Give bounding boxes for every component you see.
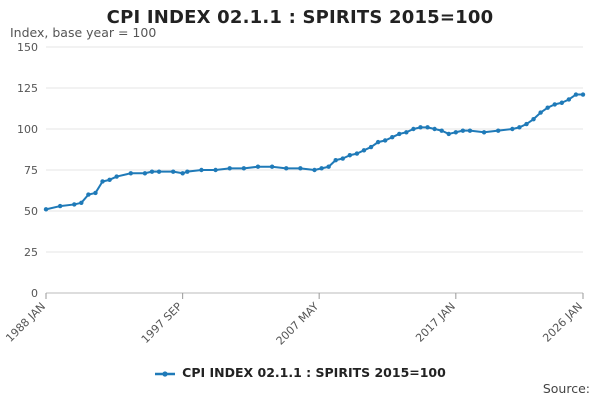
legend-swatch-icon (155, 370, 176, 377)
data-point[interactable] (340, 156, 345, 161)
data-point[interactable] (411, 126, 416, 132)
data-point[interactable] (439, 128, 444, 133)
series-group (43, 92, 586, 212)
data-point[interactable] (319, 166, 324, 171)
data-point[interactable] (312, 167, 317, 173)
y-tick-label: 100 (17, 123, 38, 136)
y-axis-label: Index, base year = 100 (10, 25, 157, 40)
data-point[interactable] (467, 128, 473, 133)
data-point[interactable] (213, 167, 218, 173)
data-point[interactable] (481, 130, 487, 135)
legend-label: CPI INDEX 02.1.1 : SPIRITS 2015=100 (182, 365, 446, 380)
x-axis: 1988 JAN 1997 SEP 2007 MAY 2017 JAN 2026 JAN (3, 293, 585, 348)
data-point[interactable] (453, 130, 459, 135)
data-point[interactable] (496, 128, 501, 133)
data-point[interactable] (241, 166, 247, 171)
data-point[interactable] (404, 130, 409, 135)
data-point[interactable] (142, 171, 148, 176)
y-tick-label: 50 (24, 205, 38, 218)
data-point[interactable] (93, 190, 98, 196)
y-tick-label: 150 (17, 41, 38, 54)
data-point[interactable] (446, 131, 451, 137)
data-point[interactable] (255, 164, 261, 169)
data-point[interactable] (573, 92, 579, 97)
data-point[interactable] (418, 125, 423, 130)
source-label: Source: (542, 381, 590, 396)
data-point[interactable] (397, 131, 402, 137)
data-point[interactable] (149, 169, 155, 174)
data-point[interactable] (79, 200, 84, 205)
data-point[interactable] (333, 157, 338, 163)
data-point[interactable] (368, 144, 374, 150)
data-point[interactable] (170, 169, 176, 174)
data-point[interactable] (524, 121, 529, 127)
data-point[interactable] (100, 179, 105, 184)
y-tick-label: 25 (24, 246, 38, 259)
x-tick-label: 2007 MAY (274, 300, 322, 348)
data-point[interactable] (354, 151, 360, 156)
data-point[interactable] (284, 166, 289, 171)
y-tick-label: 75 (24, 164, 38, 177)
data-point[interactable] (382, 138, 388, 143)
data-point[interactable] (128, 171, 133, 176)
data-point[interactable] (227, 166, 232, 171)
x-tick-label: 2017 JAN (413, 300, 458, 345)
x-tick-label: 1997 SEP (139, 300, 185, 346)
data-point[interactable] (107, 177, 112, 183)
data-point[interactable] (361, 148, 367, 153)
data-point[interactable] (390, 135, 395, 140)
data-point[interactable] (545, 105, 550, 110)
data-point[interactable] (432, 126, 437, 132)
data-point[interactable] (57, 203, 63, 209)
y-tick-label: 125 (17, 82, 38, 95)
data-point[interactable] (517, 125, 522, 130)
y-tick-label: 0 (31, 287, 38, 300)
data-point[interactable] (460, 128, 466, 133)
data-point[interactable] (114, 174, 119, 179)
data-point[interactable] (180, 171, 185, 176)
data-point[interactable] (425, 125, 430, 130)
legend[interactable]: CPI INDEX 02.1.1 : SPIRITS 2015=100 (0, 365, 600, 380)
data-point[interactable] (566, 97, 572, 102)
chart-title: CPI INDEX 02.1.1 : SPIRITS 2015=100 (106, 7, 494, 28)
data-point[interactable] (72, 202, 77, 207)
data-point[interactable] (269, 164, 275, 169)
data-point[interactable] (552, 102, 557, 107)
gridlines (46, 46, 583, 294)
data-point[interactable] (43, 207, 49, 212)
data-point[interactable] (298, 166, 303, 171)
data-point[interactable] (375, 139, 381, 145)
data-point[interactable] (86, 192, 91, 197)
y-axis-ticks: 0 25 50 75 100 125 150 (17, 41, 38, 300)
data-point[interactable] (580, 92, 586, 97)
data-point[interactable] (538, 110, 543, 115)
data-point[interactable] (347, 153, 353, 158)
data-point[interactable] (156, 169, 162, 174)
data-point[interactable] (559, 100, 565, 105)
series-line (45, 93, 583, 211)
x-tick-label: 2026 JAN (540, 300, 585, 345)
data-point[interactable] (531, 116, 536, 122)
data-point[interactable] (185, 169, 190, 174)
data-point[interactable] (326, 164, 331, 169)
data-point[interactable] (199, 167, 204, 173)
x-tick-label: 1988 JAN (3, 300, 48, 345)
data-point[interactable] (510, 126, 515, 132)
